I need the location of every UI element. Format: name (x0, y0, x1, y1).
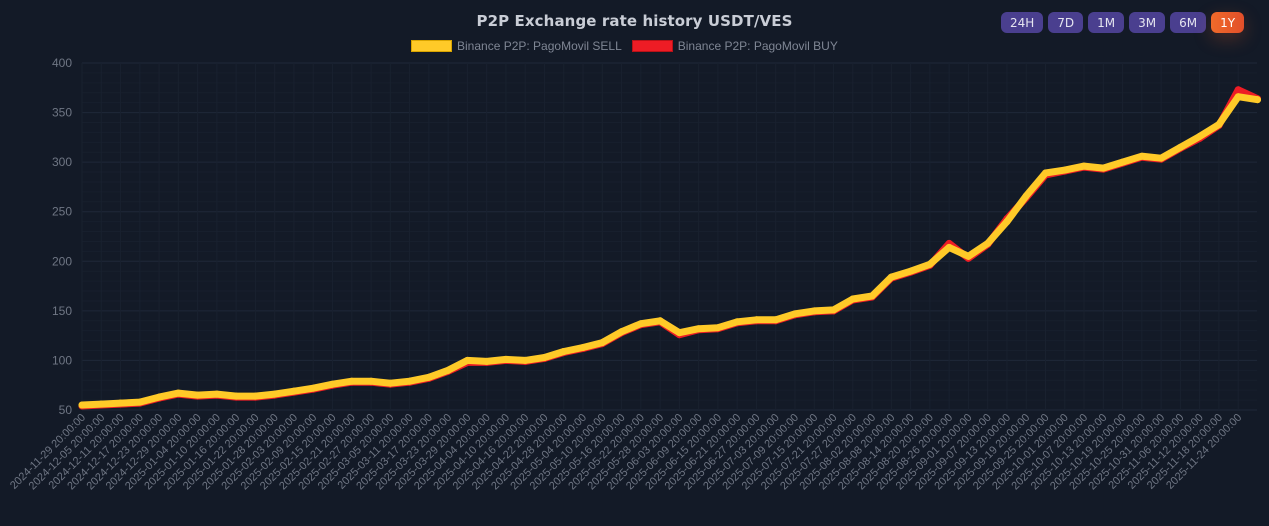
sell-data-point (78, 401, 86, 409)
sell-data-point (367, 377, 375, 385)
sell-data-point (1138, 152, 1146, 160)
y-tick-label: 50 (59, 403, 73, 417)
y-tick-label: 300 (52, 155, 72, 169)
sell-data-point (213, 390, 221, 398)
sell-data-point (406, 377, 414, 385)
sell-data-point (502, 355, 510, 363)
sell-data-point (964, 252, 972, 260)
range-button-1m[interactable]: 1M (1088, 12, 1125, 33)
sell-data-point (791, 310, 799, 318)
range-button-1y[interactable]: 1Y (1211, 12, 1245, 33)
sell-data-point (733, 318, 741, 326)
sell-data-point (579, 344, 587, 352)
sell-data-point (1234, 93, 1242, 101)
sell-data-point (656, 317, 664, 325)
legend-item-sell[interactable]: Binance P2P: PagoMovil SELL (411, 39, 622, 53)
sell-series-line (78, 93, 1261, 409)
sell-data-point (1003, 218, 1011, 226)
sell-data-point (772, 316, 780, 324)
sell-data-point (1022, 192, 1030, 200)
sell-data-point (97, 400, 105, 408)
sell-data-point (1176, 143, 1184, 151)
y-axis: 50 100 150 200 250 300 350 400 (52, 56, 72, 417)
legend-swatch-sell (411, 40, 452, 52)
buy-data-point (1234, 86, 1242, 94)
sell-data-point (1099, 164, 1107, 172)
sell-data-point (386, 379, 394, 387)
sell-data-point (637, 320, 645, 328)
sell-data-point (290, 387, 298, 395)
sell-data-point (1215, 120, 1223, 128)
legend-label-buy: Binance P2P: PagoMovil BUY (677, 39, 838, 53)
sell-data-point (1253, 96, 1261, 104)
range-button-24h[interactable]: 24H (1001, 12, 1044, 33)
range-button-6m[interactable]: 6M (1170, 12, 1207, 33)
sell-data-point (174, 389, 182, 397)
y-tick-label: 100 (52, 353, 72, 367)
sell-data-point (675, 329, 683, 337)
buy-series-line (78, 86, 1261, 410)
sell-data-point (194, 391, 202, 399)
sell-data-point (425, 373, 433, 381)
sell-data-point (1196, 132, 1204, 140)
chart-series (78, 86, 1261, 410)
legend-swatch-buy (631, 40, 673, 52)
sell-data-point (1080, 162, 1088, 170)
sell-data-point (849, 295, 857, 303)
sell-data-point (309, 384, 317, 392)
sell-data-point (714, 324, 722, 332)
sell-data-point (155, 393, 163, 401)
sell-data-point (117, 399, 125, 407)
y-tick-label: 150 (52, 304, 72, 318)
legend-item-buy[interactable]: Binance P2P: PagoMovil BUY (631, 39, 838, 53)
chart-grid (81, 62, 1257, 411)
sell-data-point (444, 366, 452, 374)
sell-data-point (752, 316, 760, 324)
chart-title: P2P Exchange rate history USDT/VES (476, 12, 793, 30)
sell-data-point (695, 325, 703, 333)
sell-data-point (136, 398, 144, 406)
sell-data-point (945, 243, 953, 251)
sell-data-point (1119, 158, 1127, 166)
sell-data-point (1061, 166, 1069, 174)
sell-data-point (483, 357, 491, 365)
time-range-selector: 24H 7D 1M 3M 6M 1Y (1001, 12, 1245, 33)
sell-data-point (984, 239, 992, 247)
range-button-7d[interactable]: 7D (1048, 12, 1084, 33)
sell-data-point (1042, 169, 1049, 177)
sell-data-point (251, 392, 259, 400)
y-tick-label: 350 (52, 106, 72, 120)
sell-data-point (598, 339, 606, 347)
sell-data-point (540, 353, 548, 361)
sell-data-point (830, 306, 838, 314)
sell-data-point (618, 328, 626, 336)
sell-data-point (232, 392, 240, 400)
sell-data-point (271, 390, 279, 398)
sell-data-point (329, 380, 337, 388)
sell-data-point (348, 377, 356, 385)
sell-data-point (463, 356, 471, 364)
y-tick-label: 200 (52, 254, 72, 268)
range-button-3m[interactable]: 3M (1129, 12, 1166, 33)
sell-data-point (560, 348, 568, 356)
sell-data-point (1157, 154, 1165, 162)
sell-data-point (521, 356, 529, 364)
sell-data-point (887, 273, 895, 281)
sell-data-point (868, 292, 876, 300)
sell-data-point (926, 260, 934, 268)
chart-legend: Binance P2P: PagoMovil SELL Binance P2P:… (411, 39, 848, 53)
y-tick-label: 400 (52, 56, 72, 70)
sell-data-point (907, 267, 915, 275)
sell-data-point (810, 307, 818, 315)
y-tick-label: 250 (52, 205, 72, 219)
legend-label-sell: Binance P2P: PagoMovil SELL (457, 39, 622, 53)
